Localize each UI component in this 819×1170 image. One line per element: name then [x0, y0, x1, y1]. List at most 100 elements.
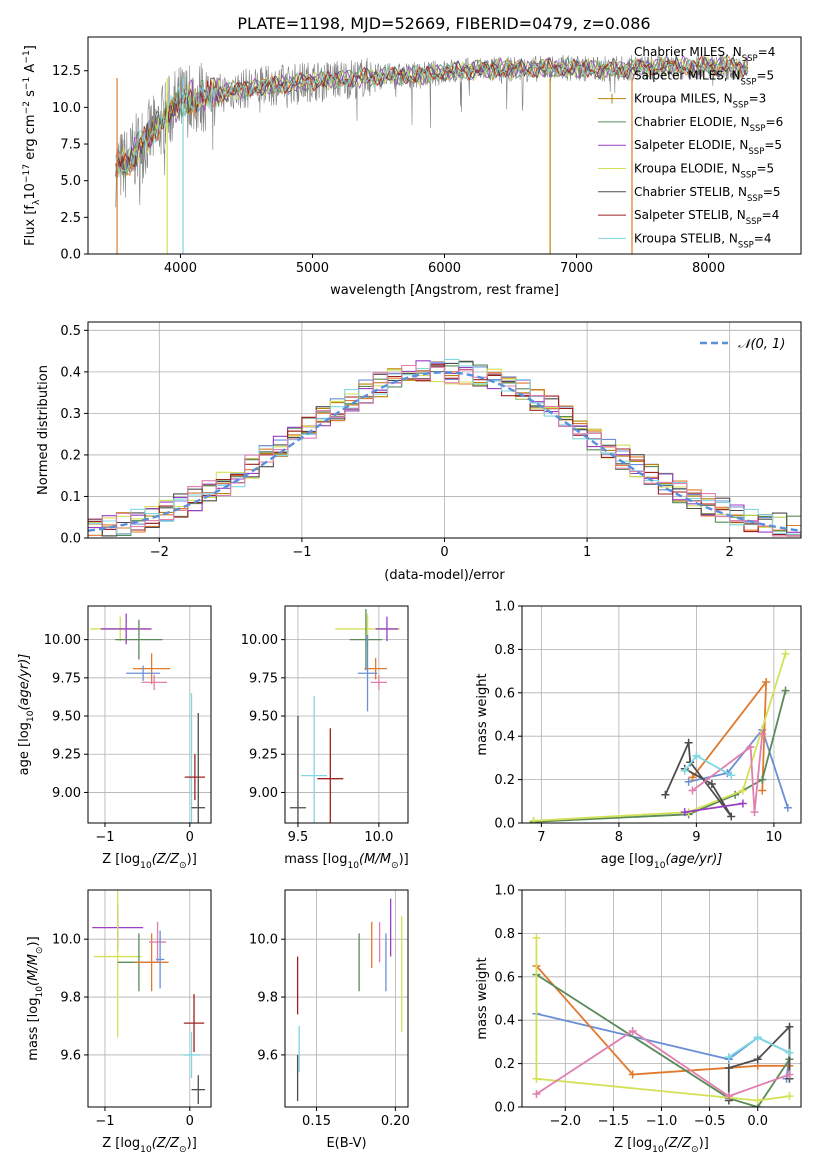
legend-label: Salpeter MILES, N — [634, 68, 741, 82]
errorbar-plot-area — [296, 898, 403, 1102]
legend-tail: =5 — [756, 162, 774, 176]
weight-series-marker — [532, 1074, 541, 1083]
legend-tail: =5 — [764, 138, 782, 152]
errorbar-point — [126, 665, 161, 681]
x-axis-label-part: )] — [699, 1136, 709, 1151]
y-tick-label: 0.0 — [494, 817, 515, 832]
weight-series-marker — [684, 738, 693, 747]
y-axis-label-part: ] — [23, 45, 38, 50]
weight-series-line — [664, 742, 733, 818]
x-axis-label-part: (M/M — [359, 852, 391, 867]
y-tick-label: 1.0 — [494, 600, 515, 615]
weight-series-line — [691, 733, 764, 813]
x-axis-label-part: 10 — [652, 1145, 664, 1155]
x-tick-label: 0.0 — [747, 1114, 768, 1129]
weight-series-marker — [738, 799, 747, 808]
legend-sub: SSP — [738, 240, 754, 250]
weight-series-marker — [628, 1027, 637, 1036]
legend-entry: Salpeter MILES, NSSP=5 — [634, 68, 774, 87]
weight-series-marker — [532, 933, 541, 942]
legend-entry: Kroupa MILES, NSSP=3 — [634, 92, 766, 111]
axes-frame — [521, 605, 802, 824]
weight-series-marker — [724, 1092, 733, 1101]
x-tick-label: −1.5 — [598, 1114, 630, 1129]
y-axis-label: mass weight — [475, 673, 490, 755]
residuals-panel: −2 −1 0 1 2 0.0 0.1 0.2 0.3 0.4 0.5 𝒩(0, 1) (data-mo… — [36, 321, 802, 583]
y-tick-label: 0.2 — [60, 448, 81, 463]
y-tick-label: 0.4 — [60, 365, 81, 380]
y-tick-label: 0.4 — [494, 1014, 515, 1029]
weight-series-marker — [785, 1092, 794, 1101]
weight-series-marker — [688, 773, 697, 782]
weight-series-marker — [529, 816, 538, 823]
errorbar-point — [132, 653, 171, 684]
y-axis-label-part: 10 — [35, 986, 45, 998]
x-tick-label: −1.0 — [646, 1114, 678, 1129]
y-tick-label: 9.25 — [249, 748, 278, 763]
y-tick-label: 9.6 — [60, 1048, 81, 1063]
errorbar-point — [375, 616, 399, 642]
legend-gaussian-label: 𝒩(0, 1) — [738, 337, 785, 352]
model-spectrum-line — [115, 57, 749, 174]
y-axis-label-part: (M/M — [26, 954, 41, 986]
legend-entry: Chabrier MILES, NSSP=4 — [634, 45, 775, 64]
y-axis-label-part: ⊙ — [35, 946, 45, 954]
weight-series-marker — [692, 751, 701, 760]
x-axis-label-part: (Z/Z — [152, 852, 180, 867]
weight-series-marker — [758, 730, 767, 739]
legend-sub: SSP — [741, 171, 757, 181]
axes-frame — [87, 889, 212, 1108]
legend-tail: =4 — [754, 231, 772, 245]
y-tick-label: 1.0 — [494, 884, 515, 899]
weight-series-line — [535, 1029, 790, 1098]
legend-label: Chabrier STELIB, N — [634, 185, 747, 199]
y-tick-label: 0.0 — [60, 248, 81, 263]
weight-series-marker — [628, 1070, 637, 1079]
weight-series-marker — [785, 1022, 794, 1031]
legend-sub: SSP — [733, 101, 749, 111]
axes-frame — [284, 605, 409, 824]
errorbar-point — [134, 933, 169, 992]
weight-series-marker — [746, 743, 755, 752]
weight-series-marker — [781, 686, 790, 695]
y-axis-label-part: A — [23, 64, 38, 77]
legend-label: Salpeter ELODIE, N — [634, 138, 748, 152]
weight-series-marker — [532, 1089, 541, 1098]
mass-vs-metallicity-panel: −1 09.69.810.0Z [log10(Z/Z⊙)]mass [log10(… — [26, 889, 212, 1155]
x-axis-label: Z [log10(Z/Z⊙)] — [102, 1136, 197, 1155]
errorbar-point — [149, 921, 167, 963]
weight-series-line — [684, 802, 744, 813]
y-tick-label: 5.0 — [60, 174, 81, 189]
y-tick-label: 9.00 — [249, 786, 278, 801]
y-axis-label-part: −17 — [22, 164, 32, 183]
weight-series-marker — [724, 1053, 733, 1062]
mass-vs-ebv-panel: 0.15 0.20 9.6 9.8 10.0 E(B-V) — [249, 889, 410, 1151]
weight-plot-area — [532, 933, 794, 1107]
x-axis-label-part: (Z/Z — [664, 1136, 692, 1151]
x-axis-label-part: Z [log — [102, 1136, 140, 1151]
y-tick-label: 12.5 — [52, 64, 81, 79]
legend-tail: =6 — [766, 115, 784, 129]
errorbar-point — [93, 890, 142, 1038]
errorbar-point — [191, 1075, 206, 1105]
x-tick-label: −2.0 — [550, 1114, 582, 1129]
y-tick-label: 9.75 — [52, 671, 81, 686]
x-tick-label: 5000 — [296, 261, 329, 276]
y-tick-label: 10.00 — [241, 633, 278, 648]
y-axis-label-part: −1 — [22, 50, 32, 63]
legend-entry: Chabrier ELODIE, NSSP=6 — [634, 115, 783, 134]
y-tick-label: 7.5 — [60, 138, 81, 153]
y-tick-label: 9.50 — [52, 710, 81, 725]
figure-title: PLATE=1198, MJD=52669, FIBERID=0479, z=0… — [237, 14, 650, 33]
errorbar-point — [115, 619, 163, 660]
x-axis-label: E(B-V) — [326, 1136, 366, 1151]
y-tick-label: 10.0 — [52, 933, 81, 948]
y-axis-label: Flux [fλ10−17 erg cm−2 s−1 A−1] — [22, 45, 42, 246]
y-axis-label-part: )] — [26, 936, 41, 946]
x-axis-label-part: 10 — [140, 861, 152, 871]
x-axis-label-part: mass [log — [284, 852, 347, 867]
x-tick-label: 8 — [615, 830, 623, 845]
legend-sub: SSP — [742, 54, 758, 64]
